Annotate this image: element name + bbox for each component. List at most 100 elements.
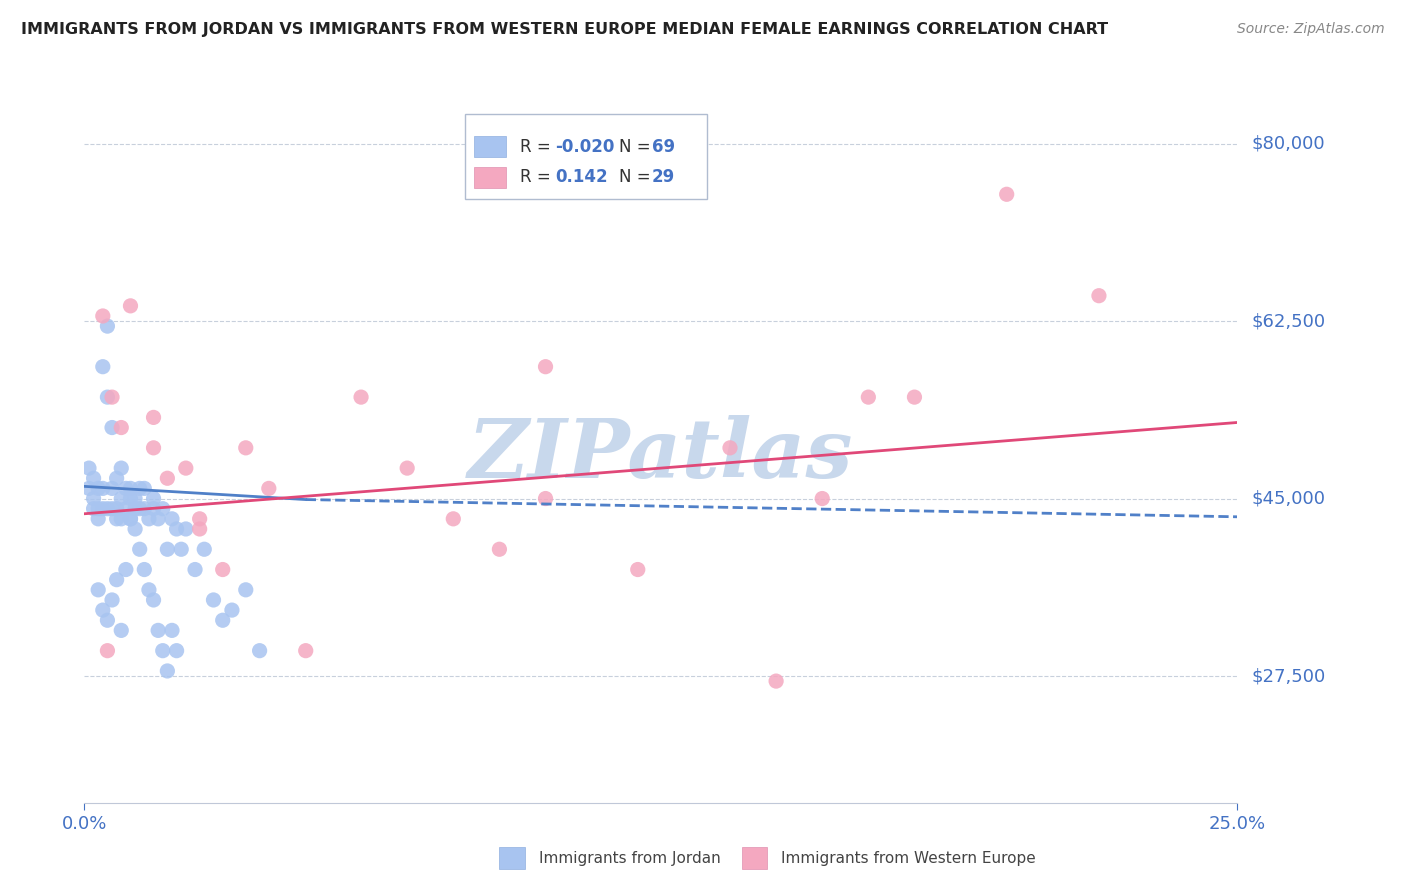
Point xyxy=(124,522,146,536)
Point xyxy=(1088,289,1111,303)
Point xyxy=(115,501,138,516)
Point xyxy=(235,441,257,455)
Point xyxy=(128,542,150,557)
Point xyxy=(96,613,118,627)
Text: ZIPatlas: ZIPatlas xyxy=(468,415,853,495)
Point xyxy=(105,573,128,587)
FancyBboxPatch shape xyxy=(474,167,506,187)
FancyBboxPatch shape xyxy=(465,114,707,200)
Point xyxy=(115,482,138,496)
Point xyxy=(96,319,118,334)
Point xyxy=(138,582,160,597)
Point xyxy=(166,522,188,536)
Point xyxy=(101,390,124,404)
Point xyxy=(120,491,142,506)
Text: N =: N = xyxy=(619,169,657,186)
Point xyxy=(105,471,128,485)
Point xyxy=(174,461,197,475)
Point xyxy=(110,512,132,526)
Point xyxy=(83,471,105,485)
Point xyxy=(160,512,183,526)
Point xyxy=(188,522,211,536)
Point xyxy=(156,542,179,557)
Point xyxy=(156,664,179,678)
Point xyxy=(294,643,316,657)
Point xyxy=(488,542,510,557)
Point xyxy=(96,643,118,657)
Text: -0.020: -0.020 xyxy=(555,137,614,155)
Point xyxy=(257,482,280,496)
Point xyxy=(858,390,880,404)
Point xyxy=(77,482,100,496)
Point xyxy=(83,501,105,516)
Point xyxy=(156,471,179,485)
Point xyxy=(101,420,124,434)
Point xyxy=(91,482,114,496)
Point xyxy=(903,390,925,404)
Point xyxy=(166,643,188,657)
Point xyxy=(142,441,165,455)
Point xyxy=(174,522,197,536)
Text: Source: ZipAtlas.com: Source: ZipAtlas.com xyxy=(1237,22,1385,37)
Text: 0.142: 0.142 xyxy=(555,169,607,186)
Text: R =: R = xyxy=(520,137,557,155)
Text: Immigrants from Jordan: Immigrants from Jordan xyxy=(538,851,720,866)
Point xyxy=(120,512,142,526)
Point xyxy=(134,501,156,516)
Point xyxy=(96,390,118,404)
Point xyxy=(128,482,150,496)
Point xyxy=(211,613,233,627)
Point xyxy=(87,482,110,496)
Point xyxy=(110,491,132,506)
Point xyxy=(91,309,114,323)
Point xyxy=(160,624,183,638)
Point xyxy=(120,482,142,496)
Point xyxy=(134,562,156,576)
Point xyxy=(152,643,174,657)
Point xyxy=(142,410,165,425)
Point xyxy=(396,461,419,475)
Point xyxy=(128,501,150,516)
Point xyxy=(142,501,165,516)
Point xyxy=(124,491,146,506)
Text: $62,500: $62,500 xyxy=(1251,312,1326,330)
Point xyxy=(87,501,110,516)
Point xyxy=(142,593,165,607)
Point xyxy=(91,501,114,516)
Point xyxy=(211,562,233,576)
Point xyxy=(101,482,124,496)
Point xyxy=(718,441,741,455)
Point xyxy=(91,359,114,374)
Point xyxy=(91,603,114,617)
Point xyxy=(534,359,557,374)
Point xyxy=(83,491,105,506)
Point xyxy=(115,562,138,576)
Text: 29: 29 xyxy=(651,169,675,186)
Point xyxy=(110,420,132,434)
Point xyxy=(120,299,142,313)
Point xyxy=(110,461,132,475)
FancyBboxPatch shape xyxy=(741,847,766,870)
Point xyxy=(101,501,124,516)
Text: 69: 69 xyxy=(651,137,675,155)
Point xyxy=(221,603,243,617)
Point xyxy=(235,582,257,597)
Text: N =: N = xyxy=(619,137,657,155)
Point xyxy=(765,674,787,689)
Text: $80,000: $80,000 xyxy=(1251,135,1324,153)
Point xyxy=(146,512,169,526)
Point xyxy=(193,542,215,557)
Text: $45,000: $45,000 xyxy=(1251,490,1324,508)
Point xyxy=(184,562,207,576)
Point xyxy=(87,512,110,526)
Point xyxy=(110,624,132,638)
Point xyxy=(105,501,128,516)
Point xyxy=(96,501,118,516)
Point xyxy=(101,593,124,607)
Point xyxy=(188,512,211,526)
Point xyxy=(350,390,373,404)
Point xyxy=(152,501,174,516)
Point xyxy=(202,593,225,607)
Text: R =: R = xyxy=(520,169,557,186)
Text: IMMIGRANTS FROM JORDAN VS IMMIGRANTS FROM WESTERN EUROPE MEDIAN FEMALE EARNINGS : IMMIGRANTS FROM JORDAN VS IMMIGRANTS FRO… xyxy=(21,22,1108,37)
